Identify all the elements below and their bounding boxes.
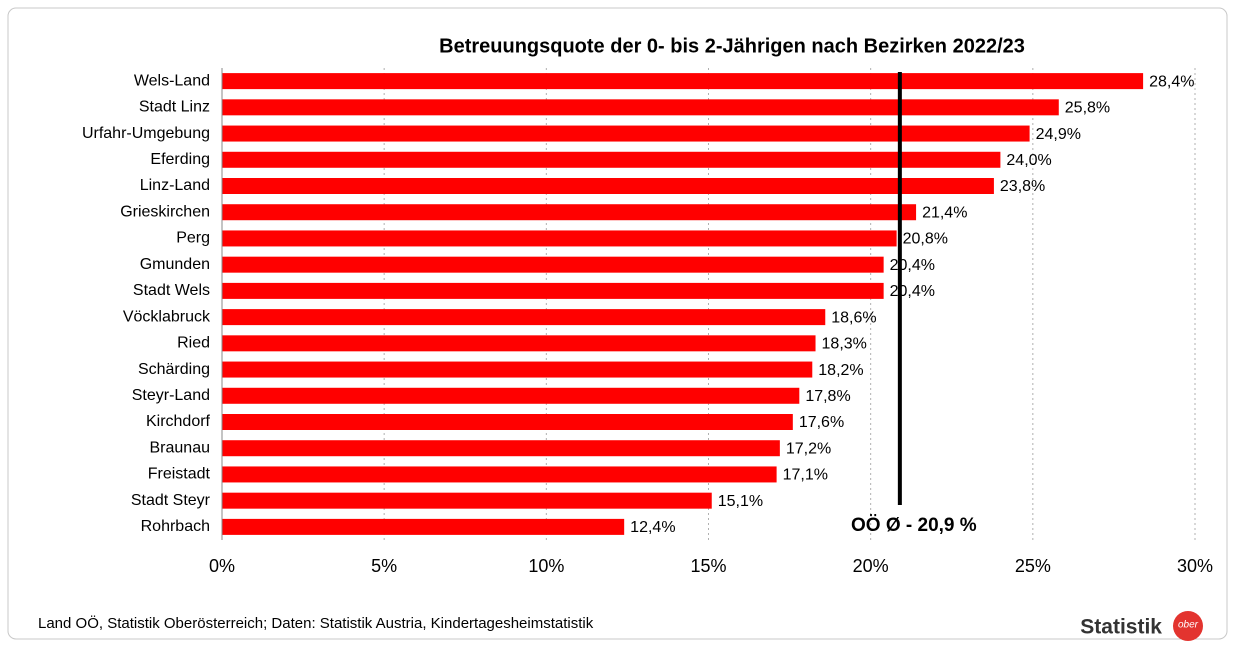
y-tick-label: Braunau — [150, 439, 211, 456]
bar — [222, 73, 1144, 90]
value-label: 23,8% — [1000, 178, 1045, 195]
chart-title: Betreuungsquote der 0- bis 2-Jährigen na… — [439, 35, 1025, 57]
value-label: 24,0% — [1006, 152, 1051, 169]
x-tick-label: 15% — [690, 556, 726, 576]
value-label: 20,4% — [890, 257, 935, 274]
y-tick-label: Urfahr-Umgebung — [82, 125, 210, 142]
value-label: 17,8% — [805, 388, 850, 405]
bar — [222, 335, 816, 352]
bar — [222, 518, 625, 535]
y-tick-label: Grieskirchen — [120, 203, 210, 220]
bar — [222, 466, 777, 483]
source: Land OÖ, Statistik Oberösterreich; Daten… — [38, 614, 594, 632]
y-tick-label: Stadt Wels — [133, 282, 210, 299]
x-tick-label: 0% — [209, 556, 235, 576]
bar — [222, 492, 712, 509]
y-tick-label: Freistadt — [148, 466, 211, 483]
bar — [222, 178, 994, 194]
logo-text: Statistik — [1080, 616, 1162, 639]
y-tick-label: Linz-Land — [140, 177, 210, 194]
bar — [222, 125, 1030, 142]
bar — [222, 309, 826, 326]
bar — [222, 361, 813, 378]
y-tick-label: Perg — [176, 230, 210, 247]
value-label: 15,1% — [718, 493, 763, 510]
logo-badge — [1173, 611, 1203, 641]
reference-label: OÖ Ø - 20,9 % — [851, 515, 977, 536]
y-tick-label: Stadt Linz — [139, 99, 210, 116]
x-tick-label: 25% — [1015, 556, 1051, 576]
value-label: 24,9% — [1036, 126, 1081, 143]
y-tick-label: Kirchdorf — [146, 413, 211, 430]
bar — [222, 282, 884, 299]
value-label: 17,6% — [799, 414, 844, 431]
bar — [222, 204, 917, 221]
y-tick-label: Steyr-Land — [132, 387, 210, 404]
x-tick-label: 30% — [1177, 556, 1213, 576]
value-label: 20,8% — [903, 231, 948, 248]
bar — [222, 440, 780, 457]
value-label: 17,2% — [786, 440, 831, 457]
value-label: 21,4% — [922, 204, 967, 221]
y-tick-label: Vöcklabruck — [123, 308, 211, 325]
bar — [222, 256, 884, 273]
value-label: 18,2% — [818, 362, 863, 379]
value-label: 20,4% — [890, 283, 935, 300]
bar — [222, 99, 1059, 116]
value-label: 25,8% — [1065, 100, 1110, 117]
y-tick-label: Schärding — [138, 361, 210, 378]
value-label: 18,3% — [822, 336, 867, 353]
x-tick-label: 5% — [371, 556, 397, 576]
y-tick-label: Eferding — [150, 151, 210, 168]
y-tick-label: Ried — [177, 335, 210, 352]
y-tick-label: Gmunden — [140, 256, 210, 273]
value-label: 18,6% — [831, 309, 876, 326]
bar — [222, 414, 793, 430]
bar — [222, 230, 897, 247]
y-tick-label: Rohrbach — [141, 518, 210, 535]
x-tick-label: 20% — [853, 556, 889, 576]
value-label: 12,4% — [630, 519, 675, 536]
y-tick-label: Stadt Steyr — [131, 492, 211, 509]
x-tick-label: 10% — [528, 556, 564, 576]
bar — [222, 387, 800, 404]
value-label: 28,4% — [1149, 73, 1194, 90]
bar — [222, 151, 1001, 168]
logo-badge-text: ober — [1178, 620, 1199, 631]
value-label: 17,1% — [783, 467, 828, 484]
y-tick-label: Wels-Land — [134, 72, 210, 89]
